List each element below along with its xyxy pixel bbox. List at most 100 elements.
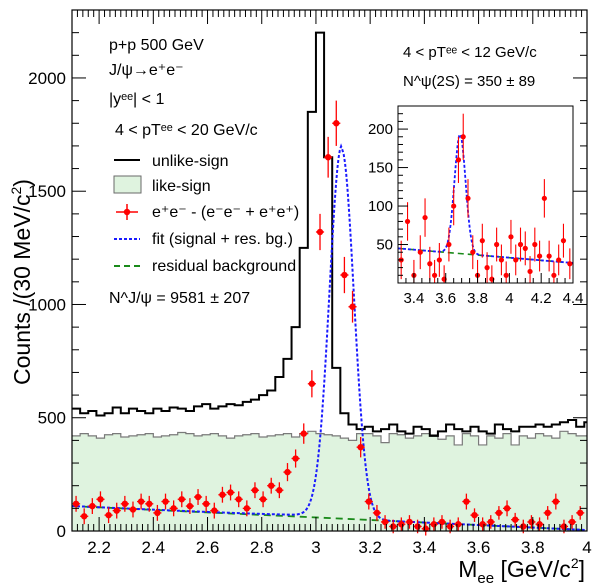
y-tick-label: 1000: [28, 295, 66, 314]
y-axis-label: Counts /(30 MeV/c2): [8, 179, 35, 385]
x-axis-label: Mee [GeV/c2]: [458, 555, 585, 583]
y-tick-label: 1500: [28, 182, 66, 201]
inset-data-point: [479, 238, 485, 244]
inset-data-point: [536, 253, 543, 259]
annotation-decay: J/ψ→e⁺e⁻: [109, 62, 184, 79]
data-point: [259, 496, 267, 503]
data-point: [430, 521, 438, 528]
data-point: [414, 523, 421, 530]
data-point: [446, 523, 454, 530]
annotation-pt: 4 < pTᵉᵉ < 20 GeV/c: [115, 122, 258, 139]
inset-data-point: [422, 214, 428, 221]
data-point: [520, 523, 527, 530]
inset-data-point: [556, 257, 562, 263]
data-point: [284, 468, 291, 476]
legend-label-like-sign: like-sign: [152, 178, 211, 195]
inset-data-point: [541, 195, 547, 201]
data-points: [72, 100, 585, 536]
legend-key-data-marker: [123, 208, 131, 216]
x-tick-label: 3: [311, 538, 320, 557]
data-point: [292, 455, 299, 462]
data-point: [97, 496, 104, 503]
data-point: [276, 487, 283, 494]
legend-label-data: e⁺e⁻ - (e⁻e⁻ + e⁺e⁺): [152, 204, 299, 221]
data-point: [349, 303, 356, 310]
data-point: [381, 518, 389, 526]
data-point: [194, 493, 202, 501]
x-tick-label: 3.8: [521, 538, 545, 557]
inset-plot: 3.4 3.6 3.8 4 4.2 4.4 50 100 150 200 4 < pTᵉᵉ < …: [368, 44, 583, 307]
data-point: [235, 496, 242, 503]
y-tick-label: 2000: [28, 69, 66, 88]
unlike-sign-line: [72, 31, 587, 437]
x-tick-label: 2.2: [87, 538, 111, 557]
inset-data-point: [455, 157, 462, 163]
inset-x-tick-label: 3.8: [467, 290, 488, 307]
inset-x-tick-label: 3.6: [435, 290, 456, 307]
x-tick-label: 2.6: [196, 538, 220, 557]
data-point: [503, 505, 511, 512]
inset-data-point: [460, 134, 466, 140]
data-point: [105, 511, 112, 519]
inset-title-pt: 4 < pTᵉᵉ < 12 GeV/c: [403, 44, 537, 61]
data-point: [536, 521, 543, 528]
data-point: [528, 518, 535, 526]
data-point: [479, 521, 486, 528]
data-point: [438, 518, 446, 526]
inset-data-point: [503, 272, 509, 278]
inset-data-point: [522, 245, 528, 251]
legend: unlike-sign like-sign e⁺e⁻ - (e⁻e⁻ + e⁺e…: [113, 153, 299, 275]
legend-label-residual-background: residual background: [152, 258, 296, 275]
data-point: [211, 507, 218, 514]
inset-data-point: [446, 241, 452, 248]
data-point: [398, 521, 405, 528]
y-axis-ticks: 0 500 1000 1500 2000: [28, 32, 587, 541]
data-point: [324, 154, 332, 161]
data-point: [162, 498, 169, 505]
inset-y-tick-label: 50: [376, 237, 393, 254]
x-tick-label: 2.4: [141, 538, 165, 557]
data-point: [389, 523, 397, 530]
data-point: [357, 443, 364, 451]
inset-data-point: [470, 249, 476, 255]
inset-x-axis-ticks: 3.4 3.6 3.8 4 4.2 4.4: [397, 273, 584, 307]
inset-x-tick-label: 4.4: [563, 290, 584, 307]
inset-data-point: [508, 234, 514, 240]
legend-label-unlike-sign: unlike-sign: [152, 153, 228, 170]
inset-data-point: [436, 257, 442, 263]
data-point: [72, 500, 80, 508]
data-point: [154, 509, 161, 517]
x-tick-label: 3.2: [358, 538, 382, 557]
y-tick-label: 0: [57, 522, 66, 541]
data-point: [121, 500, 129, 508]
data-point: [455, 521, 462, 528]
inset-data-point: [404, 218, 411, 225]
data-point: [137, 498, 145, 505]
x-tick-label: 3.6: [467, 538, 491, 557]
inset-data-point: [417, 249, 423, 255]
data-point: [308, 380, 316, 387]
data-point: [365, 498, 373, 505]
data-point: [495, 509, 503, 517]
inset-data-point: [465, 195, 471, 201]
inset-y-tick-label: 150: [368, 160, 393, 177]
legend-label-fit: fit (signal + res. bg.): [152, 231, 293, 248]
inset-data-point: [546, 253, 552, 259]
inset-data-points: [398, 113, 573, 283]
data-point: [219, 491, 226, 498]
data-point: [113, 507, 120, 514]
data-point: [373, 509, 381, 517]
main-plot: 2.2 2.4 2.6 2.8 3 3.2 3.4 3.6 3.8 4 0 500 1000 1500 2…: [8, 9, 592, 583]
x-tick-label: 3.4: [413, 538, 437, 557]
inset-data-point: [567, 261, 573, 267]
inset-data-point: [560, 238, 567, 244]
annotation-rapidity: |yᵉᵉ| < 1: [109, 91, 164, 108]
data-point: [146, 500, 153, 508]
data-point: [129, 506, 137, 513]
data-point: [544, 509, 551, 517]
inset-data-point: [498, 257, 505, 263]
data-point: [333, 120, 340, 127]
inset-data-point: [431, 272, 438, 278]
data-point: [186, 502, 194, 510]
